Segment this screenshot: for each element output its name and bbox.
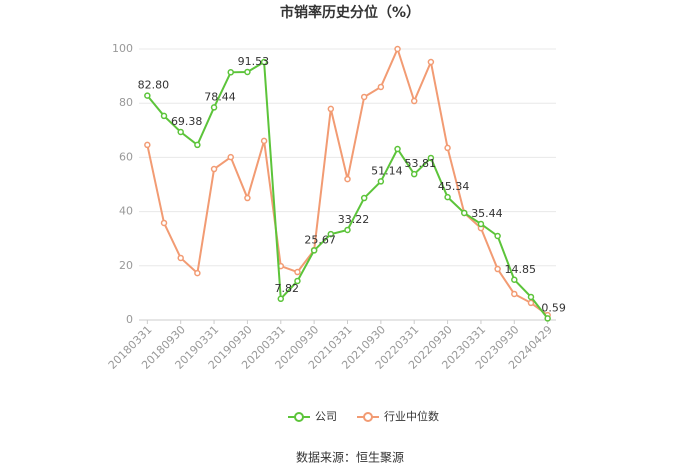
data-label: 33.22 — [338, 213, 370, 226]
point-marker — [210, 104, 218, 111]
point-marker — [244, 194, 251, 202]
point-marker — [377, 83, 385, 91]
point-marker — [327, 105, 335, 113]
point-marker — [327, 230, 335, 238]
legend-marker — [363, 412, 373, 422]
point-marker — [360, 93, 368, 101]
point-marker — [344, 175, 351, 183]
legend-label: 行业中位数 — [384, 409, 439, 423]
point-marker — [444, 193, 451, 201]
data-label: 14.85 — [505, 263, 537, 276]
point-marker — [260, 137, 268, 145]
point-marker — [427, 58, 435, 66]
point-marker — [494, 232, 501, 240]
legend-marker — [294, 412, 304, 422]
point-marker — [394, 45, 401, 53]
point-marker — [227, 69, 234, 76]
point-marker — [294, 277, 301, 285]
data-label: 51.14 — [371, 164, 403, 177]
y-tick-label: 40 — [119, 205, 133, 218]
point-marker — [511, 276, 518, 284]
point-marker — [194, 269, 201, 277]
legend-label: 公司 — [315, 410, 337, 423]
y-tick-label: 0 — [126, 313, 133, 326]
point-marker — [310, 247, 318, 254]
point-marker — [210, 165, 218, 173]
data-label: 91.53 — [238, 55, 270, 68]
point-marker — [160, 112, 168, 120]
data-label: 25.67 — [304, 233, 336, 246]
data-label: 45.34 — [438, 180, 470, 193]
data-label: 69.38 — [171, 115, 203, 128]
point-marker — [294, 268, 301, 276]
point-marker — [527, 299, 535, 307]
point-marker — [511, 290, 518, 298]
point-marker — [410, 97, 418, 105]
y-tick-label: 100 — [112, 42, 133, 55]
point-marker — [194, 141, 201, 149]
point-marker — [377, 178, 385, 185]
point-marker — [360, 194, 368, 202]
data-label: 53.81 — [404, 157, 436, 170]
y-tick-label: 20 — [119, 259, 133, 272]
point-marker — [394, 145, 401, 153]
point-marker — [461, 209, 468, 217]
point-marker — [544, 315, 551, 322]
point-marker — [477, 220, 485, 228]
y-tick-label: 80 — [119, 96, 133, 109]
point-marker — [227, 153, 234, 161]
point-marker — [527, 293, 535, 301]
chart-title: 市销率历史分位（%） — [280, 4, 420, 21]
data-label: 0.59 — [541, 301, 566, 314]
point-marker — [444, 144, 451, 152]
y-tick-label: 60 — [119, 150, 133, 163]
data-label: 7.82 — [275, 282, 300, 295]
point-marker — [177, 254, 184, 262]
point-marker — [344, 226, 351, 234]
source-note: 数据来源：恒生聚源 — [296, 450, 404, 465]
data-label: 82.80 — [138, 79, 170, 92]
point-marker — [494, 265, 501, 273]
point-marker — [410, 170, 418, 178]
data-label: 78.44 — [204, 90, 236, 103]
point-marker — [177, 128, 184, 136]
point-marker — [144, 92, 151, 99]
point-marker — [160, 219, 168, 227]
point-marker — [427, 154, 435, 162]
point-marker — [260, 58, 268, 66]
point-marker — [277, 295, 285, 303]
point-marker — [244, 68, 251, 76]
point-marker — [144, 141, 151, 149]
data-label: 35.44 — [471, 207, 503, 220]
